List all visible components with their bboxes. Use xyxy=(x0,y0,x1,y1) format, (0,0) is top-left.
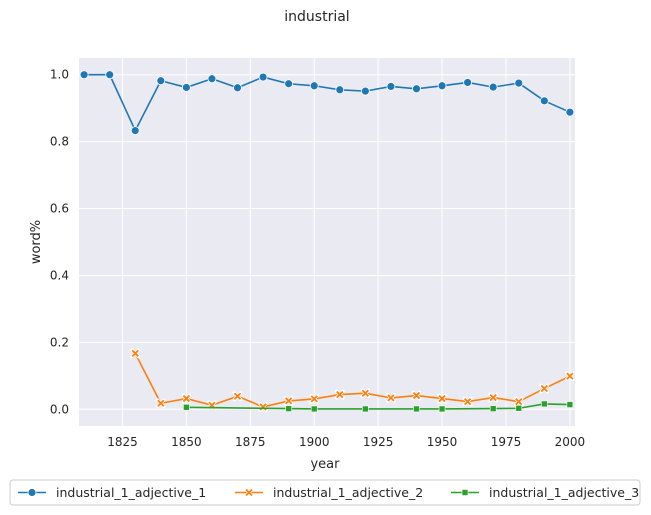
series-3-point xyxy=(541,400,548,408)
chart-title: industrial xyxy=(284,9,349,25)
series-3-point xyxy=(413,405,420,413)
series-3-point xyxy=(310,405,318,413)
series-2-point xyxy=(488,392,499,403)
series-1-point xyxy=(284,79,294,89)
series-3-line xyxy=(186,403,570,410)
x-tick-label: 1900 xyxy=(299,435,330,449)
x-tick-label: 1875 xyxy=(235,435,266,449)
series-1-point xyxy=(105,70,115,80)
series-1-point xyxy=(412,84,421,94)
legend-entry: industrial_1_adjective_3 xyxy=(451,485,639,500)
legend-entry: industrial_1_adjective_1 xyxy=(18,485,206,500)
legend-point xyxy=(27,488,37,497)
series-1-point xyxy=(463,78,473,87)
legend-label: industrial_1_adjective_1 xyxy=(56,485,206,500)
series-2-point xyxy=(437,393,447,404)
series-3-point xyxy=(285,405,292,412)
x-tick-label: 1950 xyxy=(427,435,458,449)
y-tick-label: 0.0 xyxy=(50,402,69,416)
series-1-point xyxy=(488,82,498,92)
series-1 xyxy=(79,70,575,135)
legend-label: industrial_1_adjective_2 xyxy=(273,485,423,500)
legend: industrial_1_adjective_1 industrial_1_adj… xyxy=(9,479,641,506)
x-tick-label: 1825 xyxy=(107,435,138,449)
series-1-point xyxy=(79,70,89,80)
series-2-point xyxy=(283,396,294,406)
series-2-point xyxy=(155,398,166,409)
y-axis-ticks: 0.0 0.2 0.4 0.6 0.8 1.0 xyxy=(50,68,69,417)
series-1-point xyxy=(539,96,549,106)
legend-point xyxy=(461,489,469,496)
series-2-line xyxy=(134,353,571,408)
legend-point xyxy=(244,487,254,498)
series-3-point xyxy=(515,404,523,412)
series-1-point xyxy=(360,86,370,96)
series-3 xyxy=(183,400,574,413)
series-1-point xyxy=(156,76,166,86)
y-axis-label: word% xyxy=(29,220,44,264)
series-2 xyxy=(130,348,575,412)
series-1-point xyxy=(130,126,140,135)
grid-lines xyxy=(79,58,575,426)
series-3-point xyxy=(362,405,369,413)
x-axis-label: year xyxy=(310,457,340,472)
series-1-point xyxy=(258,72,268,82)
x-axis-ticks: 1825 1850 1875 1900 1925 1950 1975 2000 xyxy=(107,435,585,449)
legend-box xyxy=(9,479,641,506)
x-tick-label: 1925 xyxy=(363,435,394,449)
series-2-point xyxy=(258,402,268,412)
series-2-point xyxy=(513,396,524,407)
x-tick-label: 2000 xyxy=(555,435,586,449)
series-2-point xyxy=(462,396,473,407)
series-2-point xyxy=(232,391,243,402)
series-1-point xyxy=(335,85,345,95)
y-tick-label: 0.2 xyxy=(50,335,69,349)
series-1-point xyxy=(207,74,217,84)
series-2-point xyxy=(386,392,396,403)
x-tick-label: 1975 xyxy=(491,435,522,449)
plot-area xyxy=(79,58,575,426)
series-1-point xyxy=(181,83,191,92)
series-2-point xyxy=(309,394,320,404)
series-2-point xyxy=(539,383,550,394)
legend-entry: industrial_1_adjective_2 xyxy=(235,485,423,500)
series-3-point xyxy=(489,405,497,412)
legend-label: industrial_1_adjective_3 xyxy=(489,485,639,500)
series-2-point xyxy=(334,389,345,400)
series-3-point xyxy=(566,401,574,408)
y-tick-label: 0.6 xyxy=(50,202,69,216)
series-layer xyxy=(79,70,575,413)
series-2-point xyxy=(564,371,575,382)
series-2-point xyxy=(130,348,141,359)
series-1-point xyxy=(514,78,524,88)
y-tick-label: 0.8 xyxy=(50,135,69,149)
series-1-point xyxy=(233,83,242,93)
series-2-point xyxy=(360,388,371,399)
series-1-point xyxy=(309,81,319,91)
series-3-point xyxy=(438,405,446,413)
x-tick-label: 1850 xyxy=(171,435,202,449)
y-tick-label: 1.0 xyxy=(50,68,69,82)
series-2-point xyxy=(411,390,422,401)
y-tick-label: 0.4 xyxy=(50,268,69,282)
series-2-point xyxy=(181,393,192,404)
series-1-point xyxy=(437,81,447,91)
series-1-point xyxy=(565,107,575,117)
series-3-point xyxy=(183,403,190,411)
series-1-point xyxy=(386,82,396,91)
